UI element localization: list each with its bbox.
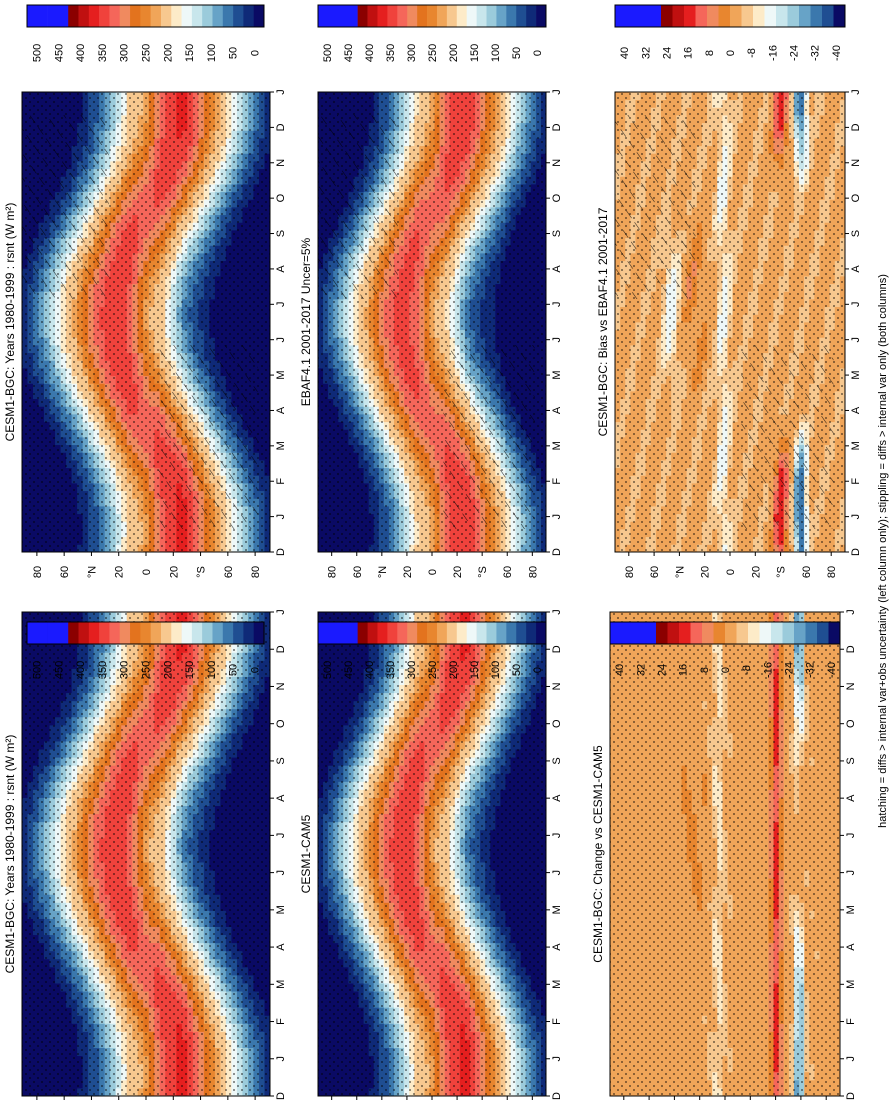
- colorbar-swatch: [222, 5, 234, 27]
- lat-tick-label: 60: [223, 566, 235, 578]
- colorbar-swatch: [160, 5, 172, 27]
- month-tick-label: D: [275, 123, 287, 131]
- colorbar-swatch: [47, 5, 59, 27]
- month-tick-label: A: [275, 265, 287, 273]
- month-tick-label: O: [275, 193, 287, 202]
- panel-cesm-bgc-right: 8060°N20020°S6080DJFMAMJJASONDJCESM1-BGC…: [3, 609, 287, 1100]
- lat-tick-label: 80: [32, 566, 44, 578]
- colorbar-tick-label: 300: [119, 44, 131, 62]
- colorbar-tick-label: 0: [250, 50, 262, 56]
- month-tick-label: J: [275, 302, 287, 308]
- month-tick-label: A: [275, 406, 287, 414]
- month-tick-label: D: [275, 548, 287, 556]
- colorbar-swatch: [88, 5, 100, 27]
- colorbar-swatch: [27, 5, 38, 27]
- colorbar-swatch: [150, 5, 162, 27]
- colorbar-swatch: [57, 5, 69, 27]
- panel-cesm-bgc-left: 80 60 °N 20 0 20 °S 60 80DJFMAMJJASONDJCESM1-BGC…: [3, 4, 287, 578]
- colorbar-swatch: [233, 5, 244, 27]
- colorbar-tick-label: 150: [184, 44, 196, 62]
- colorbar-tick-label: 350: [97, 44, 109, 62]
- lat-tick-label: 80: [250, 566, 262, 578]
- lat-tick-label: °N: [86, 566, 98, 578]
- month-tick-label: J: [275, 514, 287, 520]
- colorbar-tick-label: 450: [53, 44, 65, 62]
- lat-tick-label: 20: [114, 566, 126, 578]
- colorbar-swatch: [140, 5, 151, 27]
- panel-title: CESM1-BGC: Years 1980-1999 : rsnt (W m²): [3, 203, 17, 442]
- colorbar: 500 450 400 350 300 250 200 150 100 50 0: [26, 4, 265, 62]
- colorbar-swatch: [243, 5, 254, 27]
- month-tick-label: S: [275, 230, 287, 237]
- colorbar-swatch: [191, 5, 203, 27]
- colorbar-swatch: [171, 5, 182, 27]
- colorbar-tick-label: 250: [141, 44, 153, 62]
- colorbar-swatch: [130, 5, 141, 27]
- month-tick-label: F: [275, 478, 287, 485]
- colorbar-swatch: [253, 5, 265, 27]
- colorbar-swatch: [78, 5, 90, 27]
- colorbar-swatch: [181, 5, 193, 27]
- colorbar-tick-label: 200: [162, 44, 174, 62]
- hatching-overlay: [22, 115, 109, 299]
- colorbar-swatch: [99, 5, 110, 27]
- colorbar-tick-label: 400: [75, 44, 87, 62]
- month-tick-label: M: [275, 441, 287, 450]
- hatching-overlay: [158, 345, 258, 529]
- latitude-ticks: 80 60 °N 20 0 20 °S 60 80: [32, 552, 262, 578]
- month-tick-label: J: [275, 337, 287, 343]
- colorbar-swatch: [212, 5, 224, 27]
- colorbar-tick-label: 500: [31, 44, 43, 62]
- month-tick-label: M: [275, 370, 287, 379]
- colorbar-swatch: [202, 5, 213, 27]
- lat-tick-label: °S: [196, 566, 208, 578]
- colorbar-swatch: [119, 5, 131, 27]
- month-ticks: D J F M A M J J A S O N D J: [270, 89, 287, 556]
- lat-tick-label: 20: [168, 566, 180, 578]
- colorbar-tick-label: 50: [228, 47, 240, 59]
- colorbar-tick-label: 100: [206, 44, 218, 62]
- lat-tick-label: 60: [59, 566, 71, 578]
- colorbar-swatch: [68, 5, 79, 27]
- month-tick-label: J: [275, 89, 287, 95]
- month-tick-label: N: [275, 159, 287, 167]
- lat-tick-label: 0: [141, 569, 153, 575]
- colorbar-swatch: [37, 5, 48, 27]
- colorbar-swatch: [109, 5, 121, 27]
